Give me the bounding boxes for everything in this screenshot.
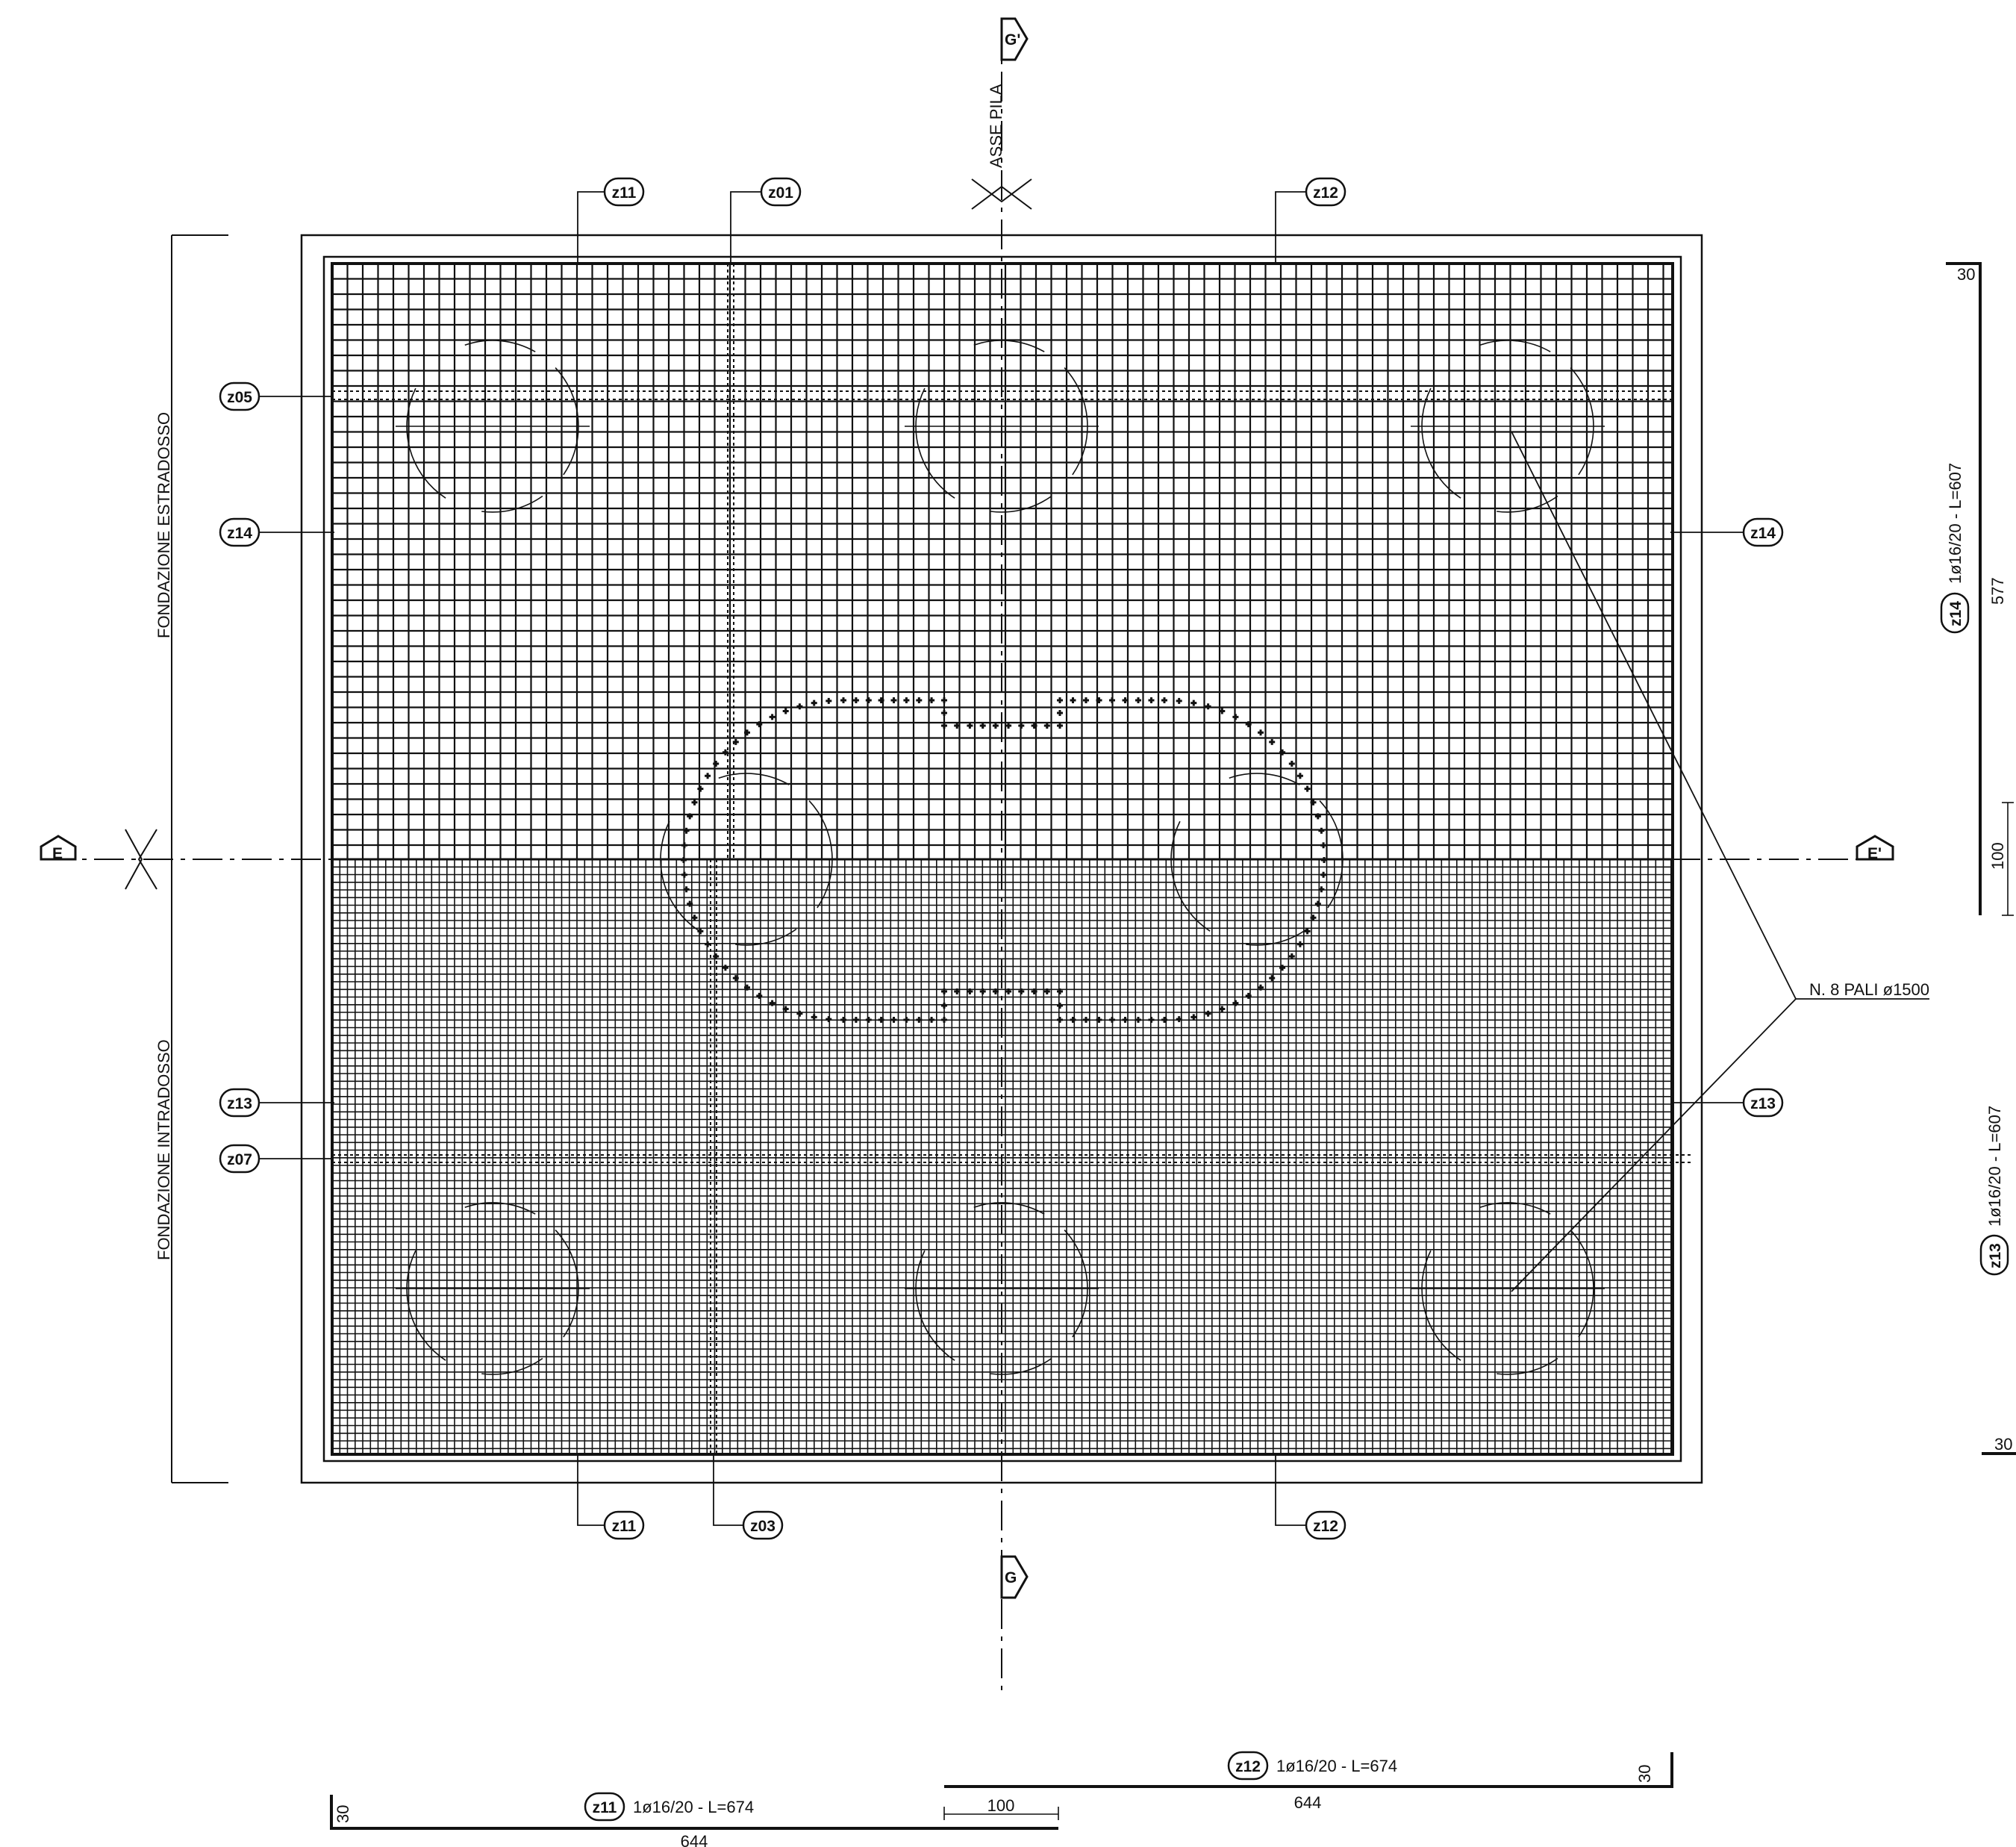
bar-hook-z12: 30 <box>1635 1765 1654 1783</box>
callout-z12-bottom: z12 <box>1305 1510 1346 1540</box>
bar-hook-z14: 30 <box>1957 265 1975 284</box>
bar-tag-z13: z13 <box>1979 1234 2009 1276</box>
svg-text:z11: z11 <box>593 1799 617 1816</box>
pile-axis-label: ASSE PILA <box>987 84 1005 168</box>
pier-outline <box>681 697 1327 1023</box>
axis-arrow-symbol-left <box>125 829 157 890</box>
bar-offset-dimension-z14 <box>2002 802 2014 916</box>
svg-text:z14: z14 <box>227 525 252 542</box>
bar-shape-z11 <box>330 1795 1058 1830</box>
bar-hook-z11: 30 <box>334 1805 352 1823</box>
z03-bar-line <box>710 859 717 1454</box>
svg-text:G: G <box>1005 1569 1017 1586</box>
svg-text:E: E <box>52 845 63 862</box>
callout-leaders <box>258 191 1744 1526</box>
svg-text:z01: z01 <box>768 184 793 202</box>
section-g-prime-marker: G' <box>1000 17 1029 61</box>
bar-tag-z11: z11 <box>584 1792 625 1822</box>
svg-text:z05: z05 <box>227 389 252 406</box>
svg-text:z12: z12 <box>1235 1758 1261 1775</box>
callout-z07: z07 <box>219 1144 260 1174</box>
section-g-marker: G <box>1000 1555 1029 1599</box>
pile-6 <box>1411 1202 1605 1375</box>
bar-offset-dimension-z12 <box>943 1807 1059 1820</box>
svg-text:z11: z11 <box>612 1518 637 1535</box>
section-e-marker: E <box>40 835 77 862</box>
svg-text:z13: z13 <box>1750 1095 1776 1112</box>
z01-bar-line <box>727 264 734 859</box>
callout-z11-top: z11 <box>603 177 645 207</box>
bar-spec-z13: 1ø16/20 - L=607 <box>1985 1106 2004 1227</box>
svg-text:G': G' <box>1005 31 1020 49</box>
bar-spec-z12: 1ø16/20 - L=674 <box>1276 1757 1397 1775</box>
zone-bracket <box>171 234 228 1483</box>
bar-spec-z11: 1ø16/20 - L=674 <box>633 1798 754 1816</box>
svg-text:z14: z14 <box>1750 525 1776 542</box>
callout-z11-bottom: z11 <box>603 1510 645 1540</box>
pile-1 <box>396 340 590 513</box>
callout-z05: z05 <box>219 381 260 411</box>
bar-hook-z13: 30 <box>1994 1435 2012 1454</box>
zone-label-estradosso: FONDAZIONE ESTRADOSSO <box>155 412 173 638</box>
callout-z01: z01 <box>760 177 802 207</box>
callout-z14-right: z14 <box>1742 517 1784 547</box>
bar-offset-z12: 100 <box>987 1796 1015 1815</box>
svg-text:E': E' <box>1867 845 1882 862</box>
bar-tag-z12: z12 <box>1227 1751 1269 1781</box>
bar-offset-z14: 100 <box>1988 842 2007 870</box>
bar-spec-z14: 1ø16/20 - L=607 <box>1946 463 1964 584</box>
zone-label-intradosso: FONDAZIONE INTRADOSSO <box>155 1039 173 1260</box>
bar-length-z14: 577 <box>1988 577 2007 605</box>
svg-text:z13: z13 <box>227 1095 252 1112</box>
bar-shape-z14 <box>1946 262 1982 915</box>
svg-text:z12: z12 <box>1313 1518 1338 1535</box>
svg-text:z03: z03 <box>750 1518 775 1535</box>
svg-text:z07: z07 <box>227 1151 252 1168</box>
piles-note-leader <box>1511 431 1929 1292</box>
callout-z13-right: z13 <box>1742 1088 1784 1118</box>
section-e-prime-marker: E' <box>1856 835 1894 862</box>
bar-shape-z12 <box>944 1752 1673 1788</box>
svg-text:z11: z11 <box>612 184 637 202</box>
bar-length-z12: 644 <box>1294 1793 1322 1812</box>
pile-4 <box>396 1202 590 1375</box>
pile-3 <box>1411 340 1605 513</box>
svg-text:z14: z14 <box>1947 601 1964 626</box>
callout-z03: z03 <box>742 1510 784 1540</box>
bar-tag-z14: z14 <box>1940 592 1970 634</box>
svg-text:z13: z13 <box>1987 1243 2004 1268</box>
bar-length-z11: 644 <box>681 1832 708 1847</box>
piles-note: N. 8 PALI ø1500 <box>1809 980 1929 999</box>
callout-z13-left: z13 <box>219 1088 260 1118</box>
callout-z14-left: z14 <box>219 517 260 547</box>
pile-5 <box>905 1202 1099 1375</box>
callout-z12-top: z12 <box>1305 177 1346 207</box>
svg-text:z12: z12 <box>1313 184 1338 202</box>
axis-arrow-symbol <box>971 178 1032 210</box>
